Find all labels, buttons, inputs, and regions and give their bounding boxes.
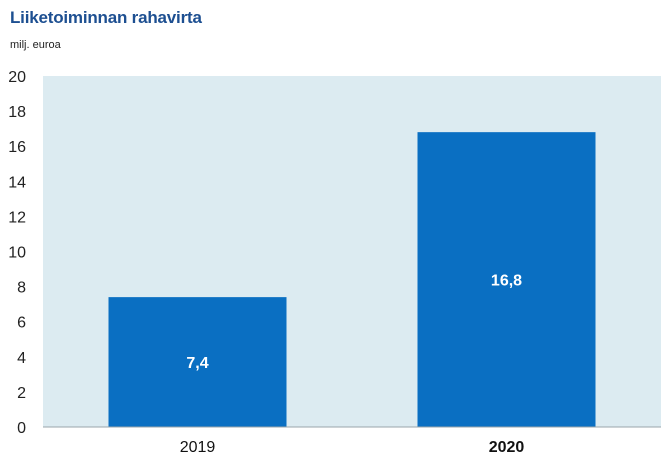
data-label-2019: 7,4 (186, 355, 208, 372)
bar-2019 (108, 297, 287, 427)
y-tick-label: 12 (8, 209, 26, 226)
chart-title: Liiketoiminnan rahavirta (10, 8, 202, 27)
y-tick-label: 20 (8, 69, 26, 86)
y-tick-label: 16 (8, 139, 26, 156)
y-tick-label: 18 (8, 104, 26, 121)
x-category-label: 2019 (180, 439, 216, 456)
y-tick-label: 0 (17, 420, 26, 437)
y-tick-label: 2 (17, 385, 26, 402)
bar-2020 (417, 132, 596, 427)
y-tick-label: 10 (8, 245, 26, 262)
y-tick-label: 4 (17, 350, 26, 367)
x-category-label: 2020 (489, 439, 525, 456)
y-tick-label: 14 (8, 174, 26, 191)
y-tick-label: 8 (17, 280, 26, 297)
y-tick-label: 6 (17, 315, 26, 332)
data-label-2020: 16,8 (491, 273, 522, 290)
y-axis-unit-label: milj. euroa (10, 39, 61, 51)
